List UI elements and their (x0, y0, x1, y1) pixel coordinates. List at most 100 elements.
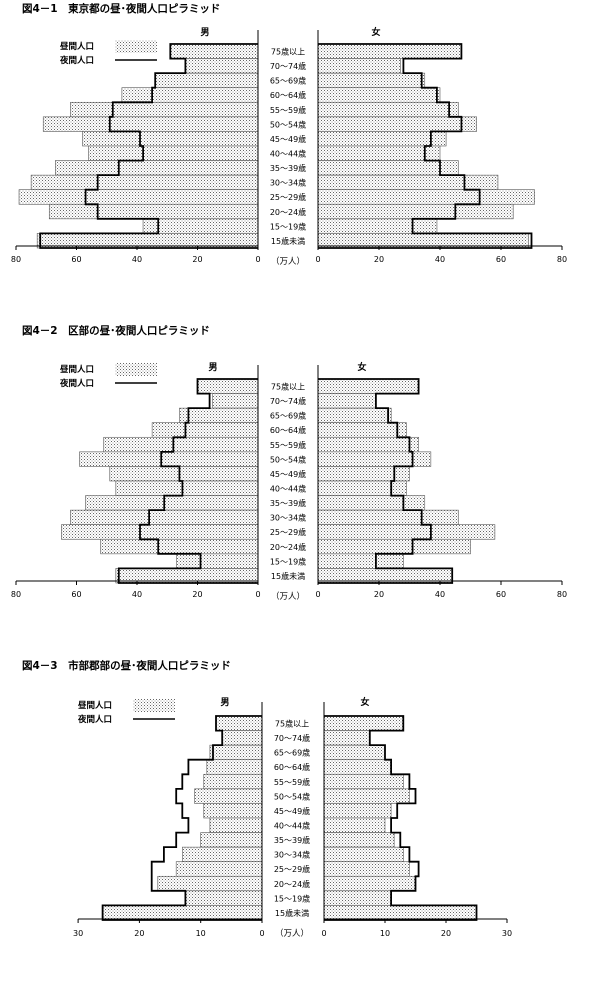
bar-male-day (200, 832, 263, 848)
unit-label: （万人） (271, 591, 305, 602)
tick-label-female: 60 (496, 590, 506, 599)
legend-day-label: 昼間人口 (59, 364, 94, 375)
age-label: 55～59歳 (274, 777, 310, 787)
tick-label-female: 0 (315, 590, 320, 599)
tick-label-male: 60 (71, 255, 81, 264)
bar-female-day (317, 393, 377, 409)
bar-male-day (48, 203, 259, 220)
tick-label-female: 80 (557, 255, 567, 264)
legend-day-swatch (133, 699, 175, 712)
bar-female-day (323, 773, 404, 790)
bar-female-day (323, 803, 392, 819)
bar-female-day (317, 538, 471, 555)
age-label: 30～34歳 (270, 178, 306, 188)
bar-female-day (323, 905, 477, 921)
age-label: 25～29歳 (270, 527, 306, 537)
tick-label-female: 10 (380, 929, 390, 938)
tick-label-female: 20 (374, 590, 384, 599)
line-male-night (117, 378, 259, 584)
tick-label-male: 20 (192, 255, 202, 264)
bar-male-day (109, 466, 259, 482)
age-label: 60～64歳 (270, 425, 306, 435)
age-label: 70～74歳 (270, 61, 306, 71)
age-label: 15～19歳 (270, 556, 306, 566)
unit-label: （万人） (275, 928, 309, 939)
bar-female-day (323, 846, 404, 863)
tick-label-female: 0 (321, 929, 326, 938)
bar-male-day (221, 730, 263, 746)
bar-male-day (61, 524, 259, 540)
bar-female-day (323, 861, 410, 877)
legend-night-label: 夜間人口 (59, 378, 94, 389)
tick-label-female: 20 (441, 929, 451, 938)
bar-male-day (194, 788, 263, 804)
line-female-night (323, 715, 478, 921)
age-label: 60～64歳 (270, 90, 306, 100)
age-label: 50～54歳 (270, 454, 306, 464)
bar-female-day (317, 451, 432, 467)
female-label: 女 (371, 26, 380, 38)
bar-male-day (157, 875, 263, 892)
bar-female-day (317, 422, 407, 438)
bar-male-day (169, 43, 259, 59)
male-label: 男 (220, 697, 229, 708)
age-label: 65～69歳 (270, 76, 306, 86)
bar-male-day (115, 480, 259, 496)
age-label: 75歳以上 (275, 718, 309, 728)
tick-label-female: 40 (435, 255, 445, 264)
bar-male-day (18, 189, 259, 205)
bar-female-day (317, 378, 419, 394)
bar-female-day (317, 58, 401, 74)
bar-male-day (85, 495, 259, 511)
tick-label-male: 0 (255, 255, 260, 264)
bar-female-day (317, 436, 419, 453)
bar-female-day (323, 890, 392, 906)
age-label: 55～59歳 (270, 105, 306, 115)
tick-label-female: 20 (374, 255, 384, 264)
tick-label-male: 40 (132, 590, 142, 599)
bar-female-day (323, 730, 371, 746)
age-label: 15～19歳 (270, 221, 306, 231)
age-label: 65～69歳 (270, 411, 306, 421)
bar-female-day (317, 101, 459, 118)
bar-male-day (209, 817, 263, 833)
legend-day-swatch (115, 363, 157, 376)
bar-female-day (317, 509, 459, 526)
tick-label-male: 20 (134, 929, 144, 938)
age-label: 35～39歳 (270, 498, 306, 508)
male-label: 男 (208, 362, 217, 373)
day-bars (18, 43, 535, 249)
age-label: 30～34歳 (270, 513, 306, 523)
bar-female-day (317, 116, 477, 132)
legend-night-label: 夜間人口 (59, 55, 94, 66)
age-label: 30～34歳 (274, 850, 310, 860)
bar-male-day (79, 451, 259, 467)
bar-male-day (203, 773, 263, 790)
tick-label-female: 30 (502, 929, 512, 938)
bar-male-day (185, 890, 263, 906)
bar-male-day (209, 744, 263, 761)
bar-male-day (154, 72, 259, 89)
bar-male-day (151, 422, 259, 438)
age-label: 40～44歳 (274, 820, 310, 830)
bar-male-day (215, 715, 263, 731)
bar-female-day (317, 72, 426, 89)
bar-female-day (317, 524, 496, 540)
age-label: 40～44歳 (270, 148, 306, 158)
bar-male-day (55, 160, 259, 176)
bar-female-day (317, 174, 499, 191)
bar-female-day (323, 744, 386, 761)
bar-male-day (103, 436, 259, 453)
day-bars (102, 715, 477, 921)
age-label: 20～24歳 (270, 207, 306, 217)
bar-female-day (317, 218, 438, 234)
bar-female-day (317, 87, 441, 103)
age-label: 35～39歳 (274, 835, 310, 845)
bar-female-day (323, 759, 392, 775)
age-label: 20～24歳 (274, 879, 310, 889)
age-label: 50～54歳 (274, 791, 310, 801)
chart-title: 図4－3 市部郡部の昼･夜間人口ピラミッド (22, 659, 231, 672)
